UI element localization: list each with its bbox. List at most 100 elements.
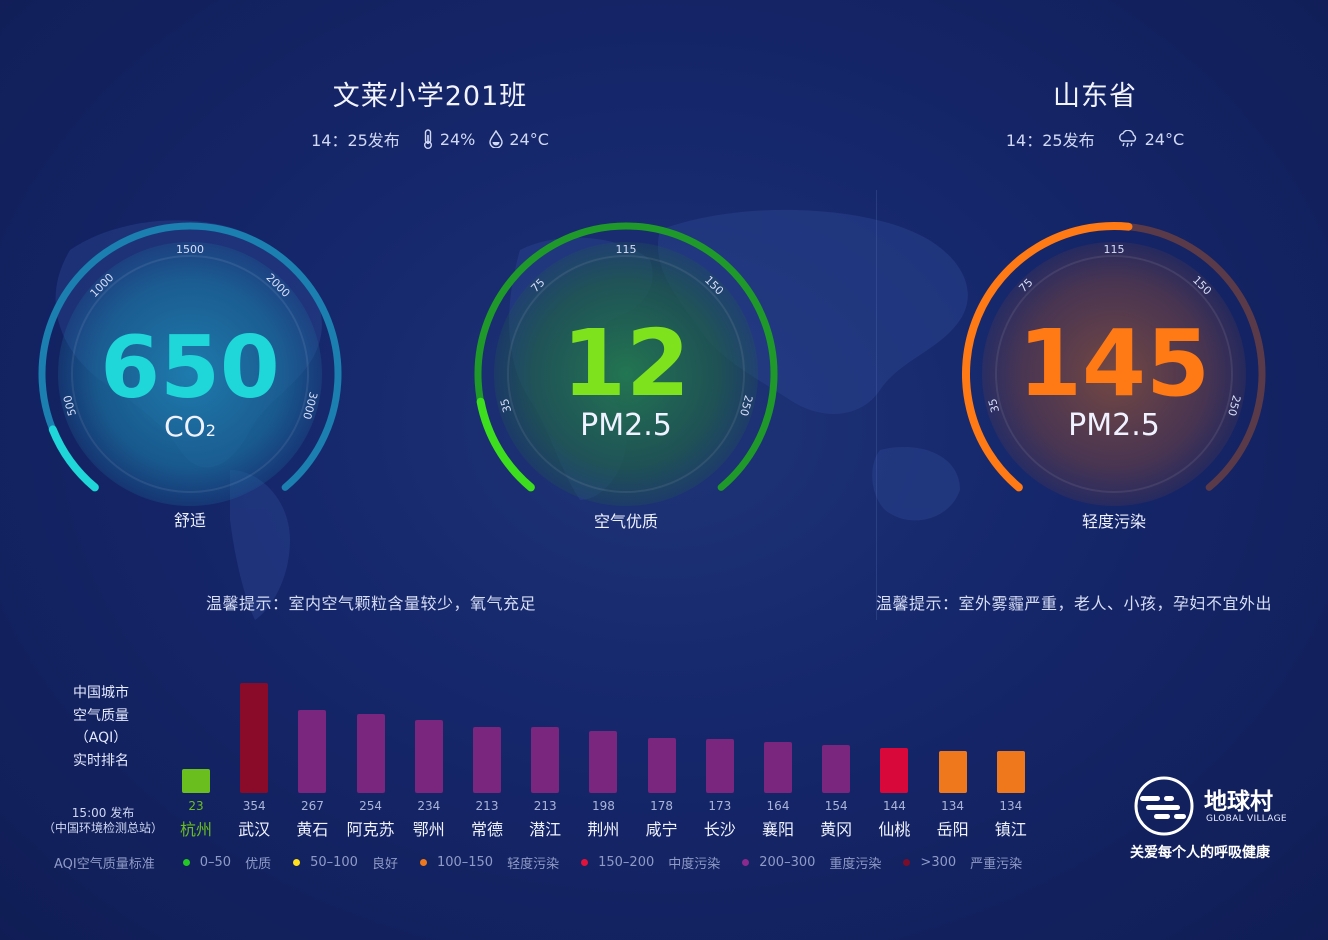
legend-label: 重度污染 xyxy=(829,857,882,872)
aqi-bar xyxy=(240,683,269,793)
ranking-source: （中国环境检测总站） xyxy=(42,821,163,835)
ranking-title-line: 空气质量 xyxy=(73,707,129,724)
legend-item: 200–300 重度污染 xyxy=(742,853,881,872)
bar-city-label: 潜江 xyxy=(529,820,562,839)
gauge-inner-ring xyxy=(71,255,309,493)
gauge-face xyxy=(58,242,322,506)
bar-value-label: 164 xyxy=(766,799,790,813)
legend-item: >300 严重污染 xyxy=(903,853,1022,872)
gauge-face xyxy=(494,242,758,506)
bar-value-label: 134 xyxy=(941,799,965,813)
aqi-bar xyxy=(589,731,618,793)
gauge-progress xyxy=(962,222,1133,492)
co2-gauge: 650 CO2 舒适 500 1000 1500 2000 3000 xyxy=(30,214,350,534)
aqi-bar xyxy=(298,710,327,793)
legend-dot xyxy=(182,859,190,866)
legend-range: 100–150 xyxy=(436,855,494,870)
aqi-legend: AQI空气质量标准 0–50 优质 50–100 良好 100–150 轻度污染 15… xyxy=(54,853,1044,872)
pm25-indoor-gauge-ring xyxy=(474,222,778,506)
outdoor-meta: 14：25发布 24°C xyxy=(930,127,1260,151)
indoor-meta: 14：25发布 24% 24°C xyxy=(250,127,610,151)
bar-city-label: 阿克苏 xyxy=(346,820,395,839)
globe-logo-icon xyxy=(1134,776,1194,836)
bar-city-label: 黄石 xyxy=(296,820,329,839)
bar-value-label: 234 xyxy=(417,799,441,813)
indoor-tip: 温馨提示：室内空气颗粒含量较少，氧气充足 xyxy=(206,594,537,613)
aqi-bar xyxy=(531,726,560,793)
aqi-bar xyxy=(996,751,1025,793)
legend-range: 150–200 xyxy=(598,855,655,870)
ranking-title: 中国城市 空气质量 （AQI） 实时排名 xyxy=(58,682,144,772)
outdoor-publish-time: 14：25发布 xyxy=(1005,131,1095,150)
legend-dot xyxy=(419,859,427,866)
bar-city-label: 镇江 xyxy=(994,820,1027,839)
aqi-bar xyxy=(473,726,501,793)
bar-value-label: 154 xyxy=(824,799,848,813)
legend-item: 50–100 良好 xyxy=(293,853,398,872)
rain-cloud-icon xyxy=(1118,130,1136,148)
legend-range: 50–100 xyxy=(310,855,358,870)
bar-city-label: 常德 xyxy=(470,820,503,839)
co2-status: 舒适 xyxy=(173,511,206,530)
bar-city-label: 荆州 xyxy=(587,820,620,839)
legend-dot xyxy=(742,859,750,866)
gauge-track xyxy=(38,222,342,491)
bar-city-label: 岳阳 xyxy=(936,820,969,839)
bar-value-label: 173 xyxy=(708,799,732,813)
pm25-outdoor-value: 145 xyxy=(1017,310,1211,417)
legend-item: 0–50 优质 xyxy=(182,853,272,872)
bar-value-label: 198 xyxy=(591,799,615,813)
gauge-tick-label: 115 xyxy=(1103,243,1125,256)
indoor-publish-time: 14：25发布 xyxy=(311,131,400,150)
legend-label: 良好 xyxy=(371,857,398,872)
pm25-outdoor-status: 轻度污染 xyxy=(1081,512,1146,531)
legend-label: 优质 xyxy=(245,857,272,872)
aqi-bar xyxy=(414,720,443,793)
co2-unit-main: CO xyxy=(164,410,206,443)
bar-city-label: 咸宁 xyxy=(645,820,678,839)
outdoor-header: 山东省 14：25发布 24°C xyxy=(930,74,1260,151)
bar-value-label: 213 xyxy=(475,799,499,813)
ranking-title-line: 实时排名 xyxy=(73,752,129,769)
divider-line xyxy=(876,190,877,620)
ranking-title-line: 中国城市 xyxy=(73,685,129,701)
bar-value-label: 134 xyxy=(999,799,1023,813)
bar-city-label: 杭州 xyxy=(179,820,212,839)
outdoor-temperature: 24°C xyxy=(1144,129,1185,149)
gauge-track xyxy=(474,222,778,491)
pm25-outdoor-gauge-ring xyxy=(962,222,1266,506)
legend-label: 轻度污染 xyxy=(507,857,560,872)
legend-range: 200–300 xyxy=(759,855,816,870)
gauge-tick-label: 115 xyxy=(615,243,637,256)
pm25-indoor-value: 12 xyxy=(561,310,691,417)
thermometer-icon xyxy=(423,129,432,149)
co2-unit: CO2 xyxy=(30,410,350,443)
outdoor-tip: 温馨提示：室外雾霾严重，老人、小孩，孕妇不宜外出 xyxy=(876,594,1273,613)
ranking-publish-time: 15:00 发布 xyxy=(71,806,135,820)
aqi-bar xyxy=(182,769,210,793)
bar-city-label: 武汉 xyxy=(238,820,271,839)
gauge-progress xyxy=(48,425,99,492)
legend-range: >300 xyxy=(920,855,957,870)
legend-dot xyxy=(293,859,301,866)
aqi-bar xyxy=(764,742,792,793)
gauge-tick-label: 1500 xyxy=(176,243,204,256)
bar-city-label: 襄阳 xyxy=(761,820,794,839)
indoor-humidity: 24% xyxy=(439,129,476,149)
pm25-indoor-gauge: 12 PM2.5 空气优质 35 75 115 150 250 xyxy=(466,214,786,534)
legend-dot xyxy=(581,859,589,866)
aqi-bar xyxy=(356,714,385,793)
indoor-header: 文莱小学201班 14：25发布 24% 24°C xyxy=(250,74,610,151)
aqi-bar xyxy=(822,745,851,793)
indoor-title: 文莱小学201班 xyxy=(332,81,528,112)
legend-range: 0–50 xyxy=(199,855,232,870)
water-drop-icon xyxy=(489,130,504,148)
bar-value-label: 144 xyxy=(882,799,906,813)
gauge-inner-ring xyxy=(507,255,745,493)
ranking-title-line: （AQI） xyxy=(74,730,128,746)
legend-title: AQI空气质量标准 xyxy=(54,857,155,872)
ranking-publish-info: 15:00 发布 （中国环境检测总站） xyxy=(38,806,168,836)
bar-value-label: 254 xyxy=(359,799,383,813)
indoor-temperature: 24°C xyxy=(509,129,549,149)
brand-english-name: GLOBAL VILLAGE xyxy=(1206,814,1287,824)
